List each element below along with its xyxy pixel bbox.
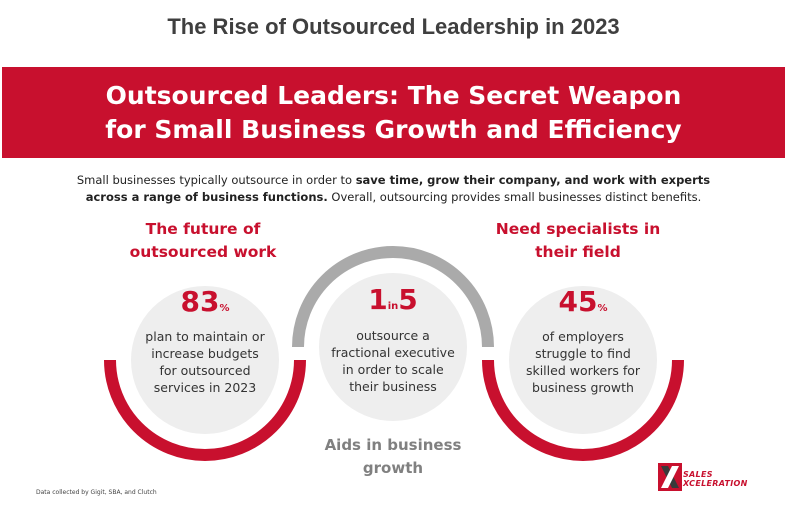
need-specialists-heading: Need specialists in their field [463, 218, 693, 264]
logo-text-line-2: XCELERATION [683, 479, 748, 488]
intro-line-2-bold: across a range of business functions. [85, 190, 328, 204]
stat-circle-middle [319, 273, 467, 421]
banner-title-line-2: for Small Business Growth and Efficiency [105, 115, 682, 144]
stat-value-b: 5 [398, 283, 418, 316]
left-arc-path [104, 359, 306, 461]
description-line: outsource a [356, 328, 430, 343]
sales-xceleration-logo-icon [658, 463, 682, 491]
stat-circle-right [509, 286, 657, 434]
heading-line: growth [362, 459, 424, 477]
intro-line-1-bold: save time, grow their company, and work … [355, 173, 711, 187]
middle-arc-path [292, 246, 494, 348]
heading-line: Aids in business [324, 436, 462, 454]
description-line: skilled workers for [525, 363, 641, 378]
description-line: in order to scale [342, 362, 444, 377]
banner-title-line-1: Outsourced Leaders: The Secret Weapon [105, 81, 682, 110]
stat-unit: % [219, 303, 230, 314]
page-title: The Rise of Outsourced Leadership in 202… [167, 14, 620, 39]
stat-45-percent: 45% [483, 285, 683, 318]
stat-value: 45 [558, 285, 598, 318]
stat-83-description: plan to maintain or increase budgets for… [130, 328, 280, 396]
description-line: services in 2023 [153, 380, 257, 395]
description-line: for outsourced [159, 363, 251, 378]
logo-slash-light [661, 466, 679, 488]
description-line: increase budgets [151, 346, 259, 361]
intro-line-2: across a range of business functions. Ov… [20, 190, 767, 204]
description-line: business growth [532, 380, 634, 395]
heading-line: their field [535, 243, 621, 261]
description-line: fractional executive [331, 345, 455, 360]
stat-unit: % [597, 303, 608, 314]
headline-banner: Outsourced Leaders: The Secret Weapon fo… [2, 67, 785, 158]
right-red-arc [482, 359, 684, 461]
stat-1-in-5-description: outsource a fractional executive in orde… [318, 327, 468, 395]
stat-circle-left [131, 286, 279, 434]
stat-in-label: in [387, 301, 399, 312]
stat-value: 83 [180, 285, 220, 318]
description-line: of employers [542, 329, 624, 344]
future-outsourced-work-heading: The future of outsourced work [88, 218, 318, 264]
logo-text-line-1: SALES [683, 470, 713, 479]
stat-83-percent: 83% [105, 285, 305, 318]
description-line: plan to maintain or [145, 329, 265, 344]
description-line: struggle to find [535, 346, 631, 361]
stat-1-in-5: 1in5 [293, 283, 493, 316]
left-red-arc [104, 359, 306, 461]
description-line: their business [349, 379, 437, 394]
heading-line: Need specialists in [495, 220, 661, 238]
heading-line: outsourced work [129, 243, 277, 261]
intro-line-2-plain: Overall, outsourcing provides small busi… [327, 190, 702, 204]
stat-value-a: 1 [368, 283, 388, 316]
data-source-footnote: Data collected by Gigit, SBA, and Clutch [36, 489, 157, 496]
right-arc-path [482, 359, 684, 461]
middle-gray-arc [292, 246, 494, 348]
heading-line: The future of [145, 220, 261, 238]
aids-business-growth-heading: Aids in business growth [293, 434, 493, 480]
intro-line-1-plain: Small businesses typically outsource in … [76, 173, 356, 187]
intro-line-1: Small businesses typically outsource in … [20, 173, 767, 187]
stat-45-description: of employers struggle to find skilled wo… [508, 328, 658, 396]
